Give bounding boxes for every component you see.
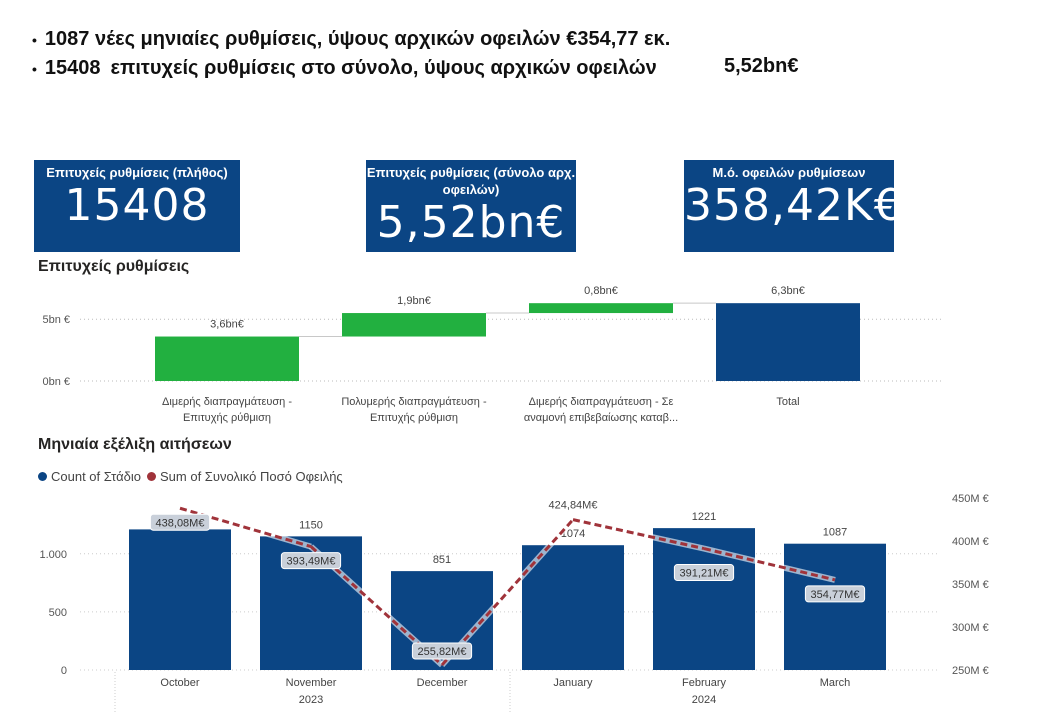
left-axis-tick-label: 1.000 xyxy=(39,549,67,561)
combo-chart-title: Μηνιαία εξέλιξη αιτήσεων xyxy=(38,436,232,453)
summary-line-2-value: 5,52bn€ xyxy=(724,55,799,77)
line-segment xyxy=(572,518,705,551)
summary-line-2-number: 15408 xyxy=(44,57,101,79)
x-tick-label: Διμερής διαπραγμάτευση - Σε xyxy=(529,396,674,408)
kpi-label: Επιτυχείς ρυθμίσεις (πλήθος) xyxy=(46,165,228,180)
right-axis-tick-label: 400M € xyxy=(952,536,989,548)
bar-data-label: 1087 xyxy=(823,527,847,539)
right-axis-tick-label: 450M € xyxy=(952,493,989,505)
x-tick-label: Total xyxy=(776,396,799,408)
waterfall-bar xyxy=(716,303,860,381)
x-tick-label: αναμονή επιβεβαίωσης καταβ... xyxy=(524,412,678,424)
x-tick-label: Επιτυχής ρύθμιση xyxy=(370,412,458,424)
bullet-icon: • xyxy=(32,31,37,48)
bar-data-label: 851 xyxy=(433,554,451,566)
y-tick-label: 5bn € xyxy=(42,314,70,326)
x-tick-label: March xyxy=(820,677,851,689)
line-label-background xyxy=(411,642,473,660)
combo-chart-legend[interactable]: Count of Στάδιο Sum of Συνολικό Ποσό Οφει… xyxy=(38,469,349,484)
summary-line-2-text: επιτυχείς ρυθμίσεις στο σύνολο, ύψους αρ… xyxy=(110,57,657,79)
line-data-label: 255,82M€ xyxy=(418,646,467,658)
line-label-background xyxy=(804,585,866,603)
waterfall-bar xyxy=(529,303,673,314)
bar-data-label: 1221 xyxy=(692,511,716,523)
line-label-background xyxy=(280,552,342,570)
x-tick-label: November xyxy=(286,677,337,689)
data-label: 6,3bn€ xyxy=(771,285,805,297)
waterfall-bar xyxy=(342,313,486,337)
kpi-card-total-debt[interactable]: Επιτυχείς ρυθμίσεις (σύνολο αρχ. οφειλών… xyxy=(366,160,576,252)
bar xyxy=(522,545,624,670)
waterfall-bar xyxy=(155,336,299,381)
line-label-background xyxy=(673,564,735,582)
x-tick-label: Πολυμερής διαπραγμάτευση - xyxy=(341,396,487,408)
line-halo xyxy=(439,517,576,668)
year-label: 2024 xyxy=(692,694,716,706)
line-segment xyxy=(703,547,836,582)
x-tick-label: Επιτυχής ρύθμιση xyxy=(183,412,271,424)
legend-label-count: Count of Στάδιο xyxy=(51,469,141,484)
bar xyxy=(129,529,231,670)
year-label: 2023 xyxy=(299,694,323,706)
summary-line-2: • 15408 επιτυχείς ρυθμίσεις στο σύνολο, ύψ… xyxy=(32,55,798,80)
legend-label-sum: Sum of Συνολικό Ποσό Οφειλής xyxy=(160,469,343,484)
line-data-label: 354,77M€ xyxy=(811,589,860,601)
legend-item-sum[interactable]: Sum of Συνολικό Ποσό Οφειλής xyxy=(147,469,343,484)
kpi-value: 358,42K€ xyxy=(684,180,903,231)
x-tick-label: Διμερής διαπραγμάτευση - xyxy=(162,396,292,408)
right-axis-tick-label: 350M € xyxy=(952,579,989,591)
legend-item-count[interactable]: Count of Στάδιο xyxy=(38,469,141,484)
data-label: 0,8bn€ xyxy=(584,285,618,297)
summary-line-1-text: 1087 νέες μηνιαίες ρυθμίσεις, ύψους αρχι… xyxy=(44,28,671,50)
y-tick-label: 0bn € xyxy=(42,376,70,388)
line-label-background xyxy=(149,513,211,531)
kpi-label: Επιτυχείς ρυθμίσεις (σύνολο αρχ. οφειλών… xyxy=(366,165,576,197)
bar-data-label: 1150 xyxy=(299,519,323,531)
bar xyxy=(653,528,755,670)
waterfall-chart-title: Επιτυχείς ρυθμίσεις xyxy=(38,258,190,275)
x-tick-label: October xyxy=(160,677,199,689)
legend-swatch-count xyxy=(38,472,47,481)
x-tick-label: January xyxy=(553,677,593,689)
kpi-card-average-debt[interactable]: Μ.ό. οφειλών ρυθμίσεων 358,42K€ xyxy=(684,160,903,252)
line-data-label: 438,08M€ xyxy=(156,517,205,529)
line-data-label: 393,49M€ xyxy=(287,556,336,568)
left-axis-tick-label: 500 xyxy=(49,607,67,619)
right-axis-tick-label: 300M € xyxy=(952,622,989,634)
bar-data-label: 1074 xyxy=(561,528,585,540)
x-tick-label: February xyxy=(682,677,727,689)
data-label: 3,6bn€ xyxy=(210,319,244,331)
x-tick-label: December xyxy=(417,677,468,689)
legend-swatch-sum xyxy=(147,472,156,481)
kpi-card-count[interactable]: Επιτυχείς ρυθμίσεις (πλήθος) 15408 xyxy=(34,160,240,252)
bar xyxy=(784,543,886,670)
right-axis-tick-label: 250M € xyxy=(952,665,989,677)
data-label: 1,9bn€ xyxy=(397,295,431,307)
left-axis-tick-label: 0 xyxy=(61,665,67,677)
line-data-label: 391,21M€ xyxy=(680,568,729,580)
waterfall-chart[interactable]: 0bn € 5bn € 3,6bn€ Διμερής διαπραγμάτευση -… xyxy=(0,0,1052,440)
line-data-label: 424,84M€ xyxy=(549,500,598,512)
kpi-label: Μ.ό. οφειλών ρυθμίσεων xyxy=(712,165,866,180)
kpi-value: 5,52bn€ xyxy=(376,197,566,248)
bullet-icon: • xyxy=(32,60,37,77)
summary-line-1: • 1087 νέες μηνιαίες ρυθμίσεις, ύψους αρχ… xyxy=(32,28,670,51)
kpi-value: 15408 xyxy=(64,180,210,231)
